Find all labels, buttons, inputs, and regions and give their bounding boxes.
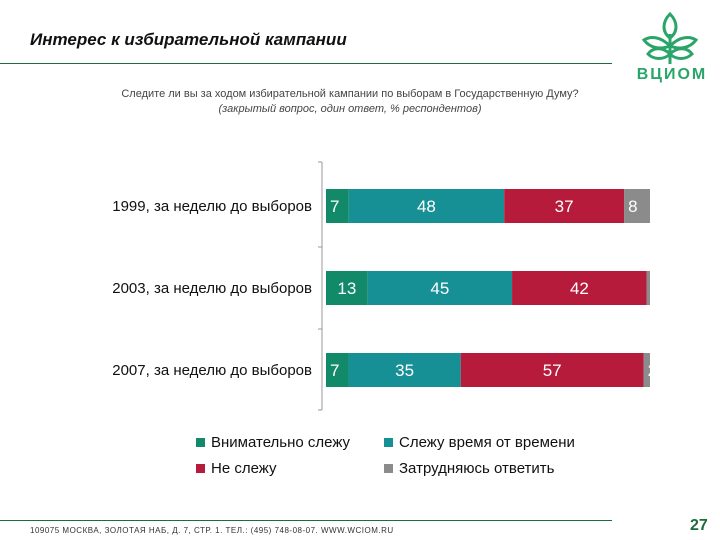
bar-sometimes — [367, 271, 513, 305]
footer-address: 109075 МОСКВА, ЗОЛОТАЯ НАБ, Д. 7, СТР. 1… — [30, 526, 394, 535]
bar-attentive — [326, 189, 349, 223]
legend-item-not-follow: Не слежу — [196, 460, 276, 477]
chart-subtitle: (закрытый вопрос, один ответ, % респонде… — [218, 103, 482, 115]
bar-value-label: 1 — [651, 279, 660, 298]
bar-sometimes — [348, 353, 461, 387]
legend-item-attentive: Внимательно слежу — [196, 434, 350, 451]
category-label: 2007, за неделю до выборов — [112, 362, 312, 379]
legend-swatch-hard-to-say — [384, 464, 393, 473]
bar-value-label: 2 — [648, 361, 657, 380]
bar-hard-to-say — [643, 353, 650, 387]
category-label: 1999, за неделю до выборов — [112, 198, 312, 215]
bar-sometimes — [348, 189, 505, 223]
legend-item-hard-to-say: Затрудняюсь ответить — [384, 460, 554, 477]
bar-value-label: 42 — [570, 279, 589, 298]
bar-not-follow — [460, 353, 644, 387]
bar-value-label: 7 — [330, 197, 339, 216]
bar-value-label: 35 — [395, 361, 414, 380]
legend-label-attentive: Внимательно слежу — [211, 434, 351, 451]
legend-label-hard-to-say: Затрудняюсь ответить — [399, 460, 555, 477]
legend-label-sometimes: Слежу время от времени — [399, 434, 575, 451]
page-title: Интерес к избирательной кампании — [30, 30, 347, 49]
legend-item-sometimes: Слежу время от времени — [384, 434, 575, 451]
bar-value-label: 7 — [330, 361, 339, 380]
footer-divider — [0, 520, 612, 521]
bar-value-label: 8 — [628, 197, 637, 216]
legend-swatch-attentive — [196, 438, 205, 447]
stacked-bar-chart: 1999, за неделю до выборов 7 48 37 8 2003, за… — [112, 161, 660, 411]
bar-attentive — [326, 353, 349, 387]
bar-hard-to-say — [646, 271, 650, 305]
bar-value-label: 48 — [417, 197, 436, 216]
page-number: 27 — [690, 517, 708, 534]
category-label: 2003, за неделю до выборов — [112, 280, 312, 297]
legend-label-not-follow: Не слежу — [211, 460, 277, 477]
bar-value-label: 45 — [430, 279, 449, 298]
bar-value-label: 37 — [555, 197, 574, 216]
bar-value-label: 13 — [337, 279, 356, 298]
wciom-logo-icon — [641, 11, 699, 64]
bar-attentive — [326, 271, 368, 305]
legend-swatch-not-follow — [196, 464, 205, 473]
bar-not-follow — [512, 271, 647, 305]
bar-not-follow — [504, 189, 625, 223]
chart-title: Следите ли вы за ходом избирательной кам… — [121, 88, 579, 100]
bar-hard-to-say — [624, 189, 650, 223]
logo-text: ВЦИОМ — [636, 66, 708, 83]
bar-value-label: 57 — [543, 361, 562, 380]
legend-swatch-sometimes — [384, 438, 393, 447]
title-divider — [0, 63, 612, 64]
